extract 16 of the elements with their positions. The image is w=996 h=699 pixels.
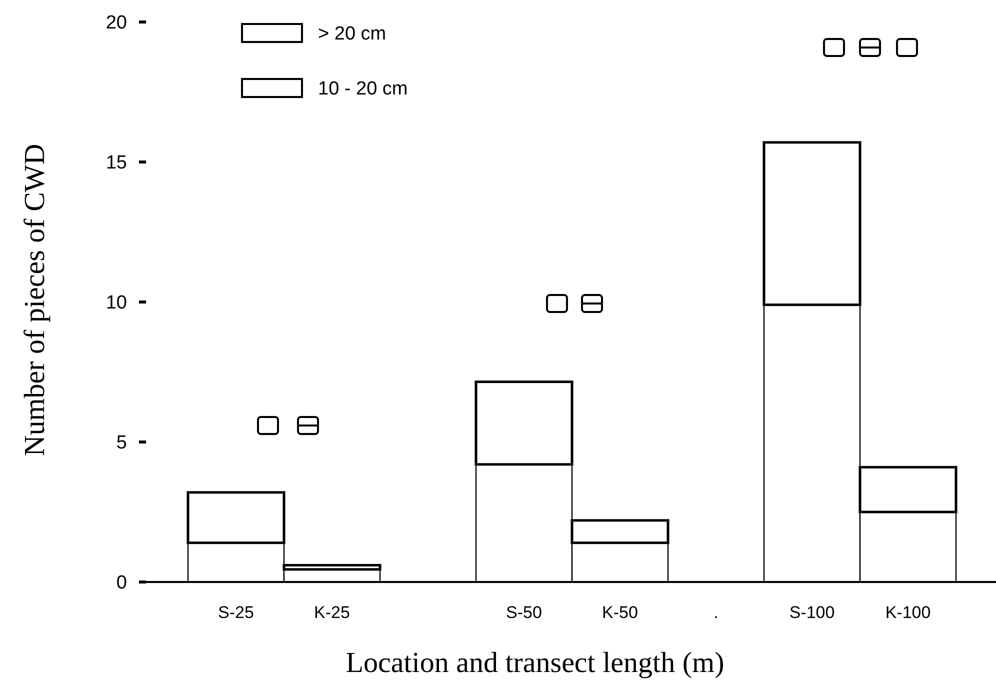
y-tick-label: 20	[106, 12, 127, 34]
x-tick-label: K-25	[314, 603, 350, 622]
legend-label: > 20 cm	[318, 24, 386, 45]
x-tick-label: S-50	[506, 603, 542, 622]
x-tick-label: S-100	[789, 603, 835, 622]
y-tick-label: 10	[106, 292, 127, 314]
y-axis-title: Number of pieces of CWD	[19, 144, 51, 456]
x-tick-label: S-25	[218, 603, 254, 622]
y-tick-label: 15	[106, 152, 127, 174]
y-tick-label: 5	[116, 432, 127, 454]
y-tick-label: 0	[116, 572, 127, 594]
x-axis-title: Location and transect length (m)	[346, 647, 724, 679]
x-tick-label: .	[714, 603, 718, 622]
legend-label: 10 - 20 cm	[318, 78, 408, 100]
x-tick-label: K-50	[602, 603, 638, 622]
x-tick-label: K-100	[885, 603, 931, 622]
